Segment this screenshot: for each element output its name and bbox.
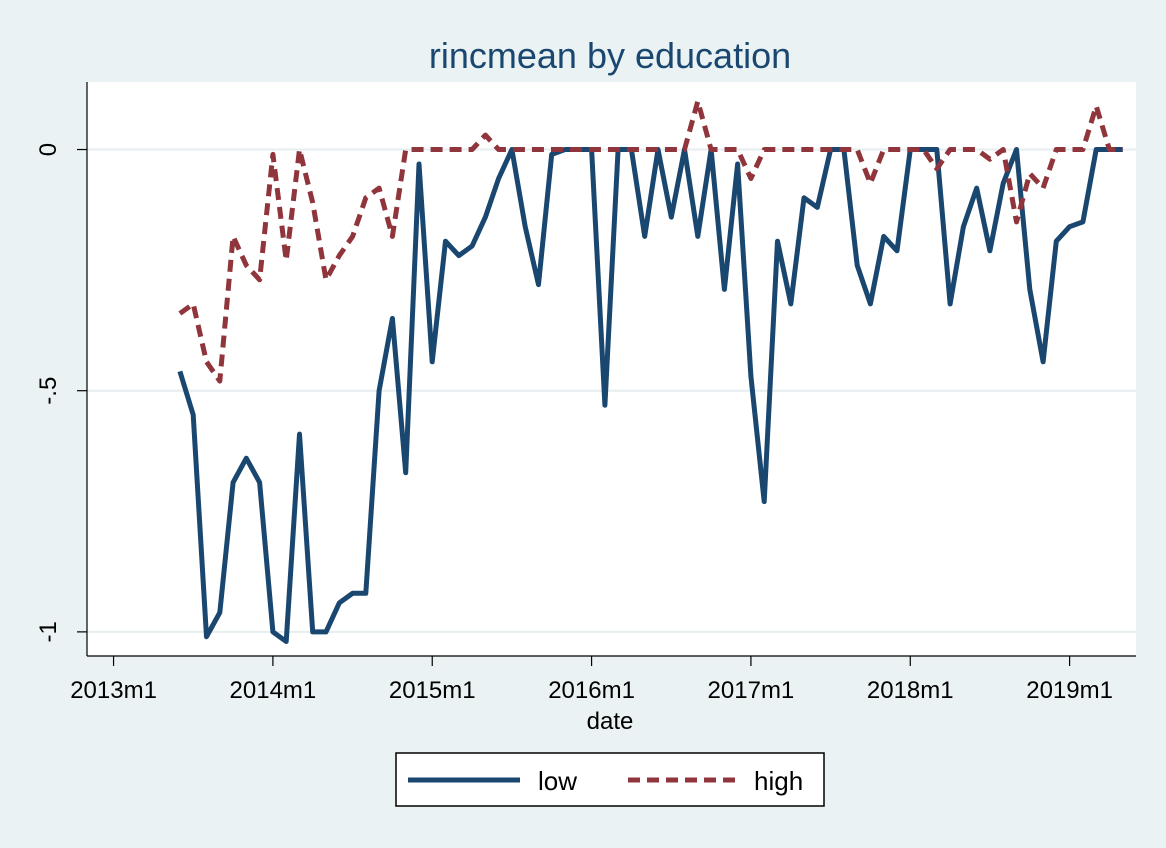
- x-axis-title: date: [587, 708, 634, 735]
- y-tick-label: -.5: [35, 377, 62, 405]
- x-tick-label: 2016m1: [548, 677, 635, 704]
- x-tick-label: 2013m1: [70, 677, 157, 704]
- y-ticks: 0 -.5 -1: [35, 143, 87, 643]
- series-line-high: [178, 98, 1123, 384]
- x-tick-label: 2018m1: [867, 677, 954, 704]
- x-ticks: 2013m1 2014m1 2015m1 2016m1 2017m1 2018m1 2019…: [70, 656, 1113, 704]
- legend-label-high: high: [754, 766, 803, 796]
- plot-area: [87, 82, 1136, 656]
- series-line-low: [177, 147, 1123, 644]
- x-tick-label: 2015m1: [389, 677, 476, 704]
- legend-label-low: low: [538, 766, 577, 796]
- x-tick-label: 2014m1: [230, 677, 317, 704]
- legend: low high: [395, 752, 825, 807]
- x-tick-label: 2019m1: [1026, 677, 1113, 704]
- series-layer: [177, 98, 1123, 644]
- chart-title: rincmean by education: [429, 35, 791, 76]
- y-tick-label: -1: [35, 621, 62, 642]
- x-tick-label: 2017m1: [708, 677, 795, 704]
- y-tick-label: 0: [35, 143, 62, 156]
